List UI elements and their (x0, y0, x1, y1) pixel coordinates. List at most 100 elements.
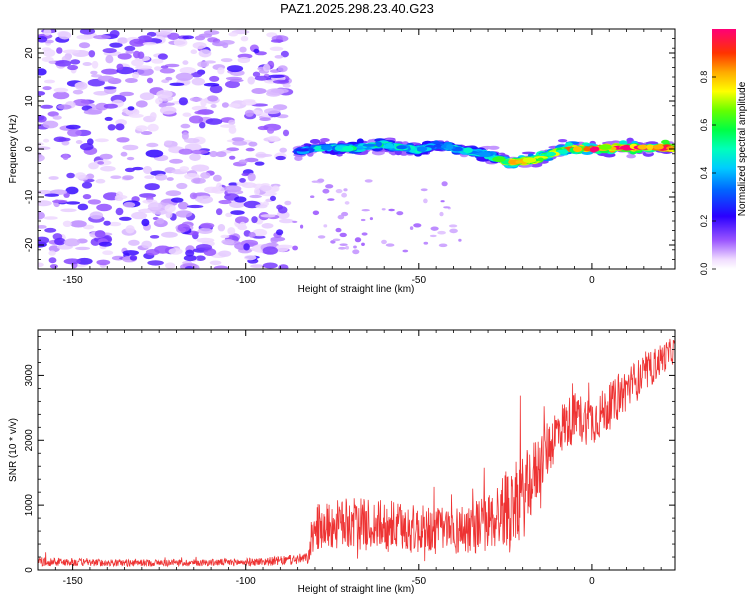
spectrogram-noise-cell (70, 220, 87, 228)
spectrogram-noise-cell (93, 34, 111, 40)
spectrogram-noise-cell (48, 176, 59, 180)
spectrogram-noise-cell (115, 123, 125, 131)
spectrogram-noise-cell (230, 78, 244, 83)
spectrogram-noise-cell (143, 166, 152, 174)
spectrogram-noise-cell (200, 222, 215, 229)
spectrogram-noise-cell (276, 210, 290, 220)
spectrogram-noise-cell (280, 50, 289, 58)
spectrogram-signal-cell (295, 148, 310, 152)
spectrogram-noise-cell (77, 203, 89, 211)
spectrogram-noise-cell (223, 185, 242, 193)
spectrogram-noise-cell (279, 147, 288, 153)
spectrogram-noise-cell (154, 245, 172, 254)
spectrogram-noise-cell (381, 239, 387, 245)
spectrogram-noise-cell (190, 71, 203, 78)
spectrogram-noise-cell (155, 173, 168, 181)
spectrogram-noise-cell (41, 56, 54, 63)
spectrogram-noise-cell (159, 68, 176, 74)
spectrogram-noise-cell (438, 243, 448, 248)
spectrogram-noise-cell (343, 188, 348, 192)
spectrogram-noise-cell (118, 216, 132, 221)
spectrogram-xlabel: Height of straight line (km) (298, 284, 415, 295)
spectrogram-noise-cell (262, 246, 278, 255)
colorbar-tick-label: 0.0 (699, 263, 709, 276)
spectrogram-noise-cell (282, 83, 291, 88)
spectrogram-noise-cell (156, 90, 173, 99)
snr-series-line (38, 338, 675, 568)
spectrogram-noise-cell (317, 235, 326, 239)
spectrogram-noise-cell (54, 237, 66, 246)
spectrogram-noise-cell (260, 214, 276, 218)
spectrogram-noise-cell (209, 260, 222, 266)
spectrogram-noise-cell (153, 31, 171, 36)
spectrogram-noise-cell (310, 195, 315, 198)
spectrogram-noise-cell (141, 240, 153, 249)
spectrogram-noise-cell (237, 56, 251, 64)
spectrogram-noise-cell (245, 147, 255, 152)
spectrogram-noise-cell (164, 204, 176, 213)
spectrogram-noise-cell (220, 58, 233, 63)
spectrogram-noise-cell (239, 178, 246, 183)
spectrogram-noise-cell (238, 159, 248, 165)
spectrogram-noise-cell (145, 149, 164, 158)
spectrogram-noise-cell (96, 259, 111, 266)
spectrogram-noise-cell (140, 208, 151, 213)
spectrogram-noise-cell (179, 166, 190, 172)
spectrogram-noise-cell (139, 92, 155, 101)
spectrogram-noise-cell (244, 109, 254, 117)
spectrogram-noise-cell (327, 198, 335, 201)
spectrogram-noise-cell (317, 178, 325, 183)
spectrogram-noise-cell (255, 204, 268, 209)
spectrogram-heatmap (38, 29, 675, 269)
spectrogram-noise-cell (409, 226, 414, 231)
spectrogram-signal-cell (537, 157, 544, 162)
spectrogram-noise-cell (275, 155, 286, 161)
spectrogram-noise-cell (194, 110, 209, 115)
spectrogram-signal-cell (534, 156, 548, 159)
spectrogram-noise-cell (56, 47, 63, 54)
colorbar: 0.0 0.2 0.4 0.6 0.8 Normalized spectral ampl… (699, 29, 748, 275)
spectrogram-ytick-label: 20 (24, 47, 35, 59)
colorbar-tick-label: 0.8 (699, 71, 709, 84)
spectrogram-noise-cell (99, 153, 113, 160)
spectrogram-noise-cell (66, 172, 75, 179)
spectrogram-noise-cell (338, 246, 347, 250)
spectrogram-xtick-label: -100 (236, 275, 256, 286)
spectrogram-noise-cell (178, 148, 193, 155)
spectrogram-noise-cell (128, 239, 140, 246)
spectrogram-noise-cell (240, 36, 249, 42)
spectrogram-noise-cell (72, 89, 84, 95)
spectrogram-signal-cell (610, 146, 617, 150)
spectrogram-noise-cell (107, 124, 116, 131)
spectrogram-noise-cell (74, 172, 86, 180)
spectrogram-noise-cell (341, 192, 347, 198)
spectrogram-noise-cell (360, 218, 366, 222)
spectrogram-noise-cell (381, 208, 386, 211)
spectrogram-noise-cell (109, 30, 120, 38)
spectrogram-noise-cell (228, 103, 241, 108)
spectrogram-noise-cell (264, 108, 281, 115)
spectrogram-signal-cell (320, 138, 330, 142)
spectrogram-noise-cell (146, 77, 154, 84)
spectrogram-noise-cell (439, 211, 444, 217)
spectrogram-noise-cell (190, 149, 209, 155)
spectrogram-noise-cell (413, 223, 422, 228)
spectrogram-noise-cell (254, 161, 265, 166)
snr-ytick-label: 0 (24, 567, 35, 573)
spectrogram-noise-cell (271, 185, 280, 192)
spectrogram-noise-cell (63, 258, 81, 265)
spectrogram-noise-cell (272, 79, 290, 84)
snr-panel: -150 -100 -50 0 0 1000 2000 3000 Height of stra… (8, 329, 676, 595)
spectrogram-noise-cell (159, 102, 175, 106)
spectrogram-xtick-label: -150 (63, 275, 83, 286)
spectrogram-noise-cell (119, 91, 134, 97)
spectrogram-signal-cell (515, 160, 524, 164)
spectrogram-noise-cell (217, 67, 225, 75)
spectrogram-noise-cell (228, 182, 238, 186)
spectrogram-noise-cell (226, 147, 240, 152)
spectrogram-noise-cell (385, 243, 395, 247)
spectrogram-noise-cell (423, 198, 428, 204)
spectrogram-noise-cell (175, 210, 193, 218)
spectrogram-noise-cell (277, 65, 288, 73)
